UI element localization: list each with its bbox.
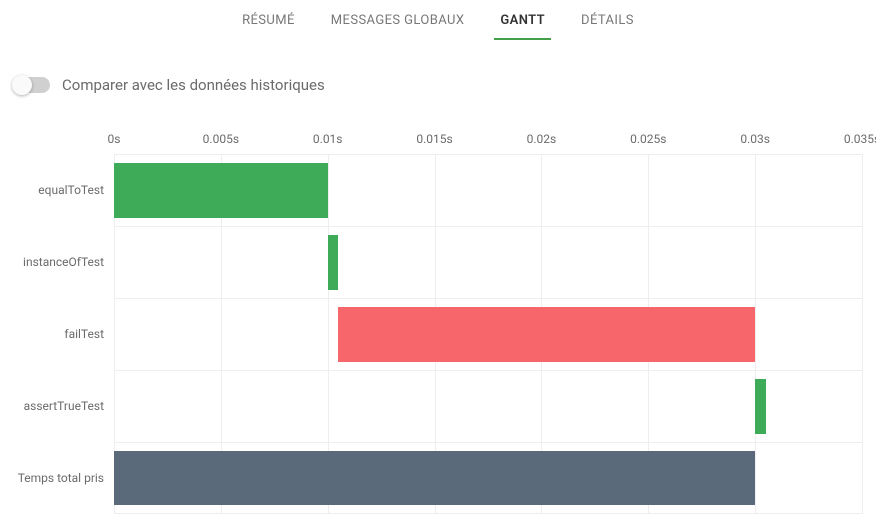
- gantt-row: [114, 370, 862, 442]
- compare-toggle[interactable]: [14, 77, 50, 93]
- gantt-bar[interactable]: [114, 451, 755, 505]
- x-tick: 0.035s: [844, 132, 876, 146]
- tab-détails[interactable]: DÉTAILS: [577, 13, 638, 40]
- tab-messages-globaux[interactable]: MESSAGES GLOBAUX: [327, 13, 469, 40]
- gridline: [862, 154, 863, 514]
- gantt-bar[interactable]: [338, 307, 755, 362]
- tabs: RÉSUMÉ MESSAGES GLOBAUX GANTT DÉTAILS: [0, 0, 876, 40]
- toggle-knob: [12, 75, 32, 95]
- y-label: assertTrueTest: [24, 399, 104, 413]
- gantt-bar[interactable]: [114, 163, 328, 218]
- gantt-rows: [114, 154, 862, 514]
- tab-gantt[interactable]: GANTT: [496, 13, 549, 40]
- gantt-bar[interactable]: [755, 379, 766, 434]
- gantt-row: [114, 226, 862, 298]
- x-tick: 0.005s: [203, 132, 239, 146]
- y-axis-labels: equalToTest instanceOfTest failTest assertT…: [14, 154, 110, 514]
- x-tick: 0s: [108, 132, 121, 146]
- tab-résumé[interactable]: RÉSUMÉ: [238, 13, 299, 40]
- x-tick: 0.03s: [740, 132, 770, 146]
- x-tick: 0.025s: [630, 132, 666, 146]
- gantt-bar[interactable]: [328, 235, 339, 290]
- x-tick: 0.01s: [313, 132, 343, 146]
- compare-toggle-row: Comparer avec les données historiques: [14, 76, 876, 94]
- compare-toggle-label: Comparer avec les données historiques: [62, 76, 325, 94]
- gantt-row: [114, 154, 862, 226]
- y-label: Temps total pris: [18, 471, 104, 485]
- gantt-row: [114, 442, 862, 514]
- x-tick: 0.02s: [527, 132, 557, 146]
- y-label: equalToTest: [38, 183, 104, 197]
- x-tick: 0.015s: [416, 132, 452, 146]
- x-axis: 0s0.005s0.01s0.015s0.02s0.025s0.03s0.035…: [114, 126, 862, 154]
- y-label: instanceOfTest: [23, 255, 104, 269]
- gantt-chart: equalToTest instanceOfTest failTest assertT…: [14, 126, 862, 514]
- gantt-row: [114, 298, 862, 370]
- plot-area: 0s0.005s0.01s0.015s0.02s0.025s0.03s0.035…: [114, 126, 862, 514]
- y-label: failTest: [64, 327, 104, 341]
